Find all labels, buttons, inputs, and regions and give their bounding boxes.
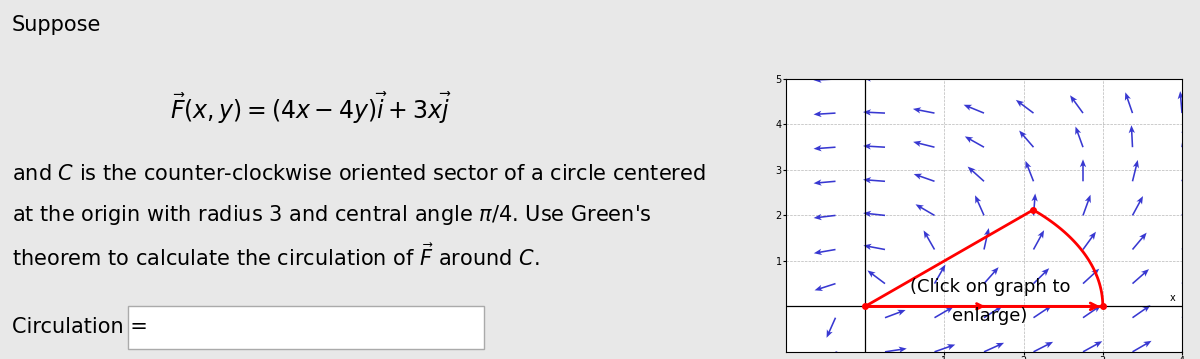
Text: Circulation =: Circulation = [12,317,148,337]
Text: at the origin with radius $3$ and central angle $\pi/4$. Use Green's: at the origin with radius $3$ and centra… [12,204,652,227]
Text: theorem to calculate the circulation of $\vec{F}$ around $C$.: theorem to calculate the circulation of … [12,243,539,270]
Text: enlarge): enlarge) [953,307,1027,325]
FancyBboxPatch shape [127,306,484,349]
Text: $\vec{F}(x, y) = (4x - 4y)\vec{i} + 3x\vec{j}$: $\vec{F}(x, y) = (4x - 4y)\vec{i} + 3x\v… [170,90,452,126]
Text: (Click on graph to: (Click on graph to [910,278,1070,296]
Text: and $C$ is the counter-clockwise oriented sector of a circle centered: and $C$ is the counter-clockwise oriente… [12,164,706,184]
Text: Suppose: Suppose [12,15,101,35]
Text: x: x [1170,293,1176,303]
